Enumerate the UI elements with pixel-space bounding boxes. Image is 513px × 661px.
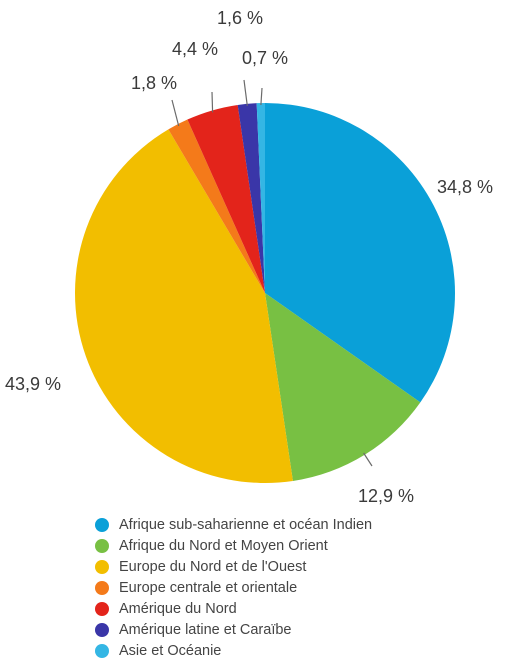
pie-slice	[75, 129, 293, 484]
legend-swatch-icon	[95, 559, 109, 574]
slice-label: 0,7 %	[242, 48, 288, 68]
slice-label: 4,4 %	[172, 39, 218, 59]
legend-label: Europe du Nord et de l'Ouest	[119, 558, 307, 575]
pie-slice	[256, 102, 265, 294]
legend-swatch-icon	[95, 580, 109, 595]
legend-item: Afrique du Nord et Moyen Orient	[95, 535, 372, 556]
slice-label: 43,9 %	[5, 374, 61, 394]
legend-label: Amérique du Nord	[119, 600, 237, 617]
slice-label: 1,6 %	[217, 8, 263, 28]
pie-slice	[237, 103, 265, 294]
legend-label: Europe centrale et orientale	[119, 579, 298, 596]
slice-label: 34,8 %	[437, 177, 493, 197]
legend-label: Afrique du Nord et Moyen Orient	[119, 537, 328, 554]
pie-slice	[265, 103, 455, 403]
leader-line	[363, 452, 373, 467]
pie-slice	[168, 119, 265, 293]
pie-chart: 34,8 % 12,9 % 43,9 % 1,8 % 4,4 % 1,6 % 0,7 %	[5, 8, 493, 506]
legend-label: Afrique sub-saharienne et océan Indien	[119, 516, 373, 533]
legend-label: Asie et Océanie	[119, 642, 222, 659]
leader-line	[211, 91, 214, 113]
pie-slice	[187, 104, 265, 293]
legend-swatch-icon	[95, 643, 109, 658]
pie-slice	[265, 293, 421, 481]
pie-slices	[75, 102, 455, 484]
slice-label: 1,8 %	[131, 73, 177, 93]
legend-item: Europe du Nord et de l'Ouest	[95, 556, 372, 577]
legend-swatch-icon	[95, 601, 109, 616]
legend-item: Amérique latine et Caraïbe	[95, 619, 372, 640]
chart-legend: Afrique sub-saharienne et océan Indien Af…	[95, 514, 372, 661]
legend-item: Afrique sub-saharienne et océan Indien	[95, 514, 372, 535]
leader-lines	[171, 79, 373, 467]
leader-line	[171, 99, 180, 127]
legend-label: Amérique latine et Caraïbe	[119, 621, 292, 638]
legend-swatch-icon	[95, 622, 109, 637]
slice-labels: 34,8 % 12,9 % 43,9 % 1,8 % 4,4 % 1,6 % 0,7 %	[5, 8, 493, 506]
legend-item: Amérique du Nord	[95, 598, 372, 619]
slice-label: 12,9 %	[358, 486, 414, 506]
leader-line	[243, 79, 248, 106]
legend-item: Asie et Océanie	[95, 640, 372, 661]
leader-line	[260, 87, 263, 106]
legend-item: Europe centrale et orientale	[95, 577, 372, 598]
legend-swatch-icon	[95, 538, 109, 553]
legend-swatch-icon	[95, 517, 109, 532]
